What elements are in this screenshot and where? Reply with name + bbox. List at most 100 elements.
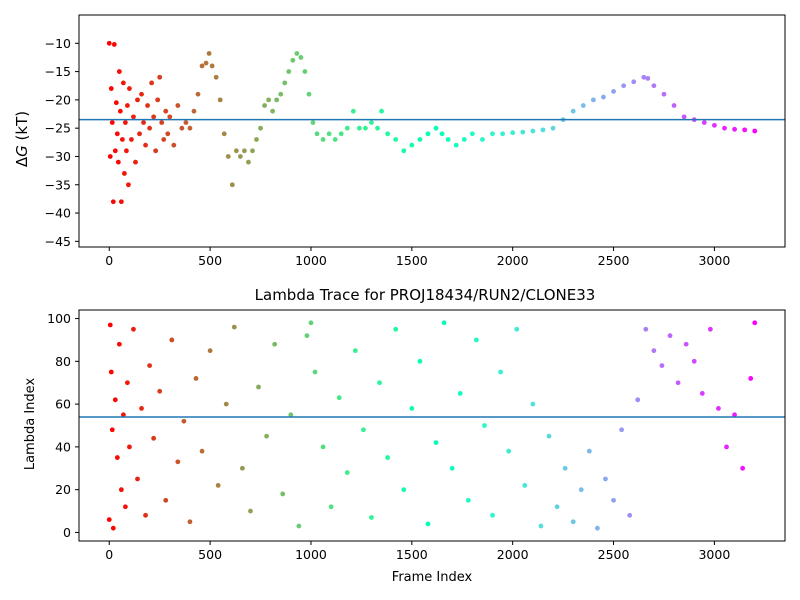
delta-g-point <box>425 131 431 137</box>
delta-g-y-tick-label: −15 <box>45 64 71 79</box>
lambda-point <box>108 369 114 375</box>
lambda-point <box>125 380 130 386</box>
delta-g-point <box>250 148 255 154</box>
delta-g-point <box>163 108 169 114</box>
delta-g-point <box>306 91 312 97</box>
lambda-point <box>586 448 592 454</box>
lambda-point <box>465 497 471 503</box>
lambda-point <box>256 384 261 390</box>
delta-g-y-tick-label: −40 <box>45 206 71 221</box>
delta-g-point <box>113 100 119 106</box>
delta-g-point <box>417 137 423 142</box>
delta-g-point <box>338 131 344 137</box>
delta-g-point <box>203 60 209 66</box>
delta-g-point <box>302 69 308 74</box>
delta-g-point <box>409 142 415 148</box>
delta-g-point <box>151 114 157 120</box>
delta-g-point <box>110 199 116 205</box>
delta-g-point <box>129 137 134 142</box>
lambda-plot: Lambda Trace for PROJ18434/RUN2/CLONE33 … <box>23 286 786 585</box>
lambda-point <box>611 497 616 503</box>
delta-g-point <box>112 148 118 154</box>
delta-g-point <box>350 108 356 114</box>
lambda-point <box>163 497 169 503</box>
delta-g-point <box>722 125 727 131</box>
delta-g-point <box>225 154 231 159</box>
lambda-point <box>114 455 120 460</box>
delta-g-point <box>114 131 120 137</box>
lambda-y-tick-label: 20 <box>55 482 71 497</box>
lambda-point <box>522 482 528 488</box>
lambda-point <box>280 491 286 497</box>
delta-g-y-tick-label: −20 <box>45 92 71 107</box>
lambda-point <box>595 525 600 531</box>
delta-g-point <box>510 130 516 136</box>
lambda-x-tick-label: 0 <box>105 547 113 562</box>
lambda-point <box>248 508 253 514</box>
delta-g-point <box>106 40 112 46</box>
delta-g-point <box>206 51 212 56</box>
lambda-point <box>147 363 153 369</box>
delta-g-point <box>385 131 391 137</box>
lambda-point <box>296 523 302 529</box>
delta-g-point <box>701 120 707 125</box>
lambda-point <box>409 405 415 411</box>
delta-g-points <box>106 40 758 205</box>
lambda-point <box>425 521 431 527</box>
delta-g-point <box>375 125 380 131</box>
delta-g-point <box>611 88 616 94</box>
lambda-point <box>433 440 439 446</box>
lambda-point <box>207 348 213 354</box>
lambda-point <box>635 397 641 403</box>
lambda-point <box>187 519 193 525</box>
lambda-x-tick-label: 3000 <box>698 547 730 562</box>
lambda-point <box>473 337 479 343</box>
lambda-point <box>151 435 157 441</box>
lambda-point <box>619 427 625 433</box>
delta-g-point <box>217 97 223 103</box>
delta-g-point <box>671 103 677 108</box>
delta-g-point <box>290 57 296 63</box>
lambda-point <box>385 455 391 460</box>
delta-g-point <box>480 137 485 142</box>
lambda-point <box>120 412 126 418</box>
delta-g-x-tick-label: 2500 <box>598 253 630 268</box>
lambda-point <box>740 465 746 471</box>
lambda-point <box>651 348 657 354</box>
delta-g-point <box>121 171 127 176</box>
delta-g-point <box>631 79 637 85</box>
lambda-point <box>554 504 560 510</box>
lambda-plot-frame <box>78 309 786 542</box>
delta-g-point <box>233 148 239 154</box>
delta-g-point <box>155 97 161 103</box>
delta-g-y-axis-label: ΔG (kT) <box>13 111 31 167</box>
lambda-point <box>352 348 358 354</box>
lambda-point <box>490 512 495 518</box>
lambda-point <box>157 388 163 394</box>
delta-g-point <box>439 131 445 137</box>
delta-g-x-ticks: 0 500 1000 1500 2000 2500 3000 <box>105 247 730 268</box>
lambda-point <box>369 515 374 520</box>
delta-g-point <box>732 126 737 132</box>
lambda-point <box>143 512 148 518</box>
delta-g-point <box>286 69 292 74</box>
delta-g-point <box>401 148 407 154</box>
delta-g-point <box>137 131 142 137</box>
lambda-point <box>752 320 758 326</box>
delta-g-point <box>294 51 300 56</box>
lambda-point <box>116 341 122 347</box>
delta-g-point <box>681 114 687 120</box>
lambda-point <box>193 376 199 381</box>
delta-g-point <box>171 142 177 148</box>
lambda-point <box>264 433 269 439</box>
delta-g-point <box>369 120 374 125</box>
delta-g-point <box>143 142 148 148</box>
delta-g-point <box>124 148 129 154</box>
delta-g-point <box>278 91 284 97</box>
lambda-point <box>514 326 520 332</box>
delta-g-point <box>379 108 384 114</box>
lambda-point <box>627 512 633 518</box>
lambda-point <box>304 333 310 339</box>
delta-g-point <box>266 97 272 103</box>
lambda-x-axis-label: Frame Index <box>392 570 473 585</box>
